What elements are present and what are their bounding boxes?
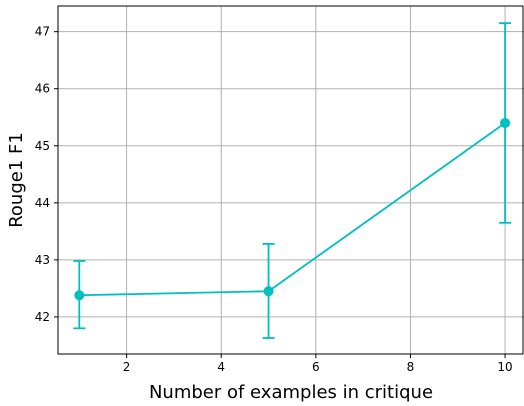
x-tick-label: 6 [312, 360, 320, 374]
y-tick-label: 47 [35, 25, 50, 39]
y-tick-label: 44 [35, 196, 50, 210]
y-tick-label: 43 [35, 253, 50, 267]
data-point [263, 286, 274, 297]
data-series [73, 22, 512, 339]
y-tick-label: 42 [35, 310, 50, 324]
x-tick-label: 2 [123, 360, 131, 374]
x-tick-label: 10 [497, 360, 512, 374]
series-line [79, 122, 506, 297]
x-tick-label: 8 [407, 360, 415, 374]
data-point [74, 290, 85, 301]
x-axis-title: Number of examples in critique [149, 382, 433, 403]
y-axis-title: Rouge1 F1 [6, 132, 27, 228]
x-tick-label: 4 [217, 360, 225, 374]
data-point [500, 117, 511, 128]
y-tick-label: 46 [35, 82, 50, 96]
plot-frame [57, 5, 524, 355]
y-tick-label: 45 [35, 139, 50, 153]
grid [58, 6, 524, 354]
